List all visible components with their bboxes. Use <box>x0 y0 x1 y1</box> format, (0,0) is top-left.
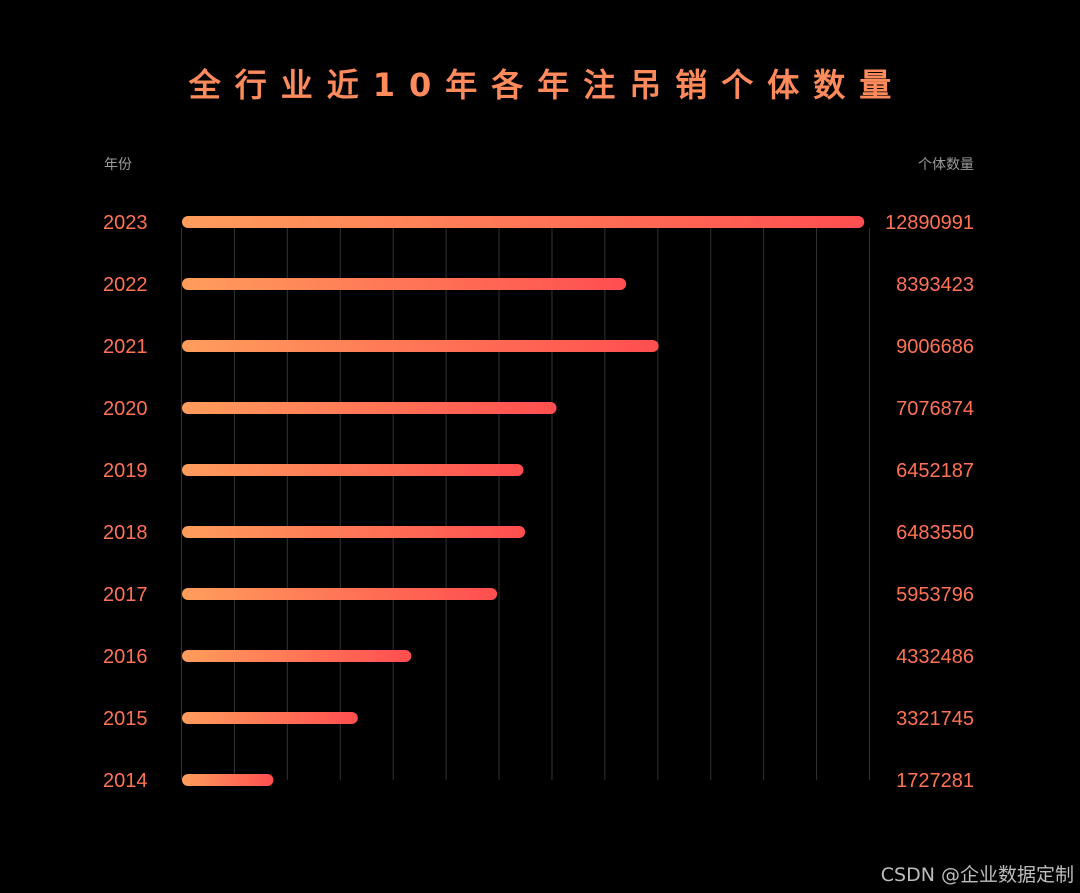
category-label-2023: 2023 <box>103 212 148 234</box>
category-label-2016: 2016 <box>103 646 148 668</box>
value-label-2019: 6452187 <box>896 460 974 482</box>
category-label-2017: 2017 <box>103 584 148 606</box>
category-label-2014: 2014 <box>103 770 148 792</box>
category-label-2019: 2019 <box>103 460 148 482</box>
bar-2021 <box>182 340 659 352</box>
bar-2020 <box>182 402 557 414</box>
labels: 2023 12890991 2022 8393423 2021 9006686 2020 70… <box>103 212 974 792</box>
value-header: 个体数量 <box>918 157 974 173</box>
bar-2016 <box>182 650 412 662</box>
value-label-2021: 9006686 <box>896 336 974 358</box>
value-label-2016: 4332486 <box>896 646 974 668</box>
category-label-2015: 2015 <box>103 708 148 730</box>
grid-lines <box>181 228 870 780</box>
bar-2023 <box>182 216 865 228</box>
value-label-2023: 12890991 <box>885 212 974 234</box>
bars <box>182 216 865 786</box>
category-label-2021: 2021 <box>103 336 148 358</box>
category-label-2022: 2022 <box>103 274 148 296</box>
bar-2019 <box>182 464 524 476</box>
bar-2022 <box>182 278 627 290</box>
value-label-2018: 6483550 <box>896 522 974 544</box>
value-label-2022: 8393423 <box>896 274 974 296</box>
category-label-2018: 2018 <box>103 522 148 544</box>
chart-title: 全行业近10年各年注吊销个体数量 <box>188 66 906 104</box>
value-label-2014: 1727281 <box>896 770 974 792</box>
category-header: 年份 <box>104 157 132 173</box>
bar-2015 <box>182 712 358 724</box>
bar-2018 <box>182 526 526 538</box>
bar-2014 <box>182 774 274 786</box>
category-label-2020: 2020 <box>103 398 148 420</box>
value-label-2017: 5953796 <box>896 584 974 606</box>
watermark: CSDN @企业数据定制 <box>880 864 1074 886</box>
bar-2017 <box>182 588 498 600</box>
value-label-2015: 3321745 <box>896 708 974 730</box>
value-label-2020: 7076874 <box>896 398 974 420</box>
